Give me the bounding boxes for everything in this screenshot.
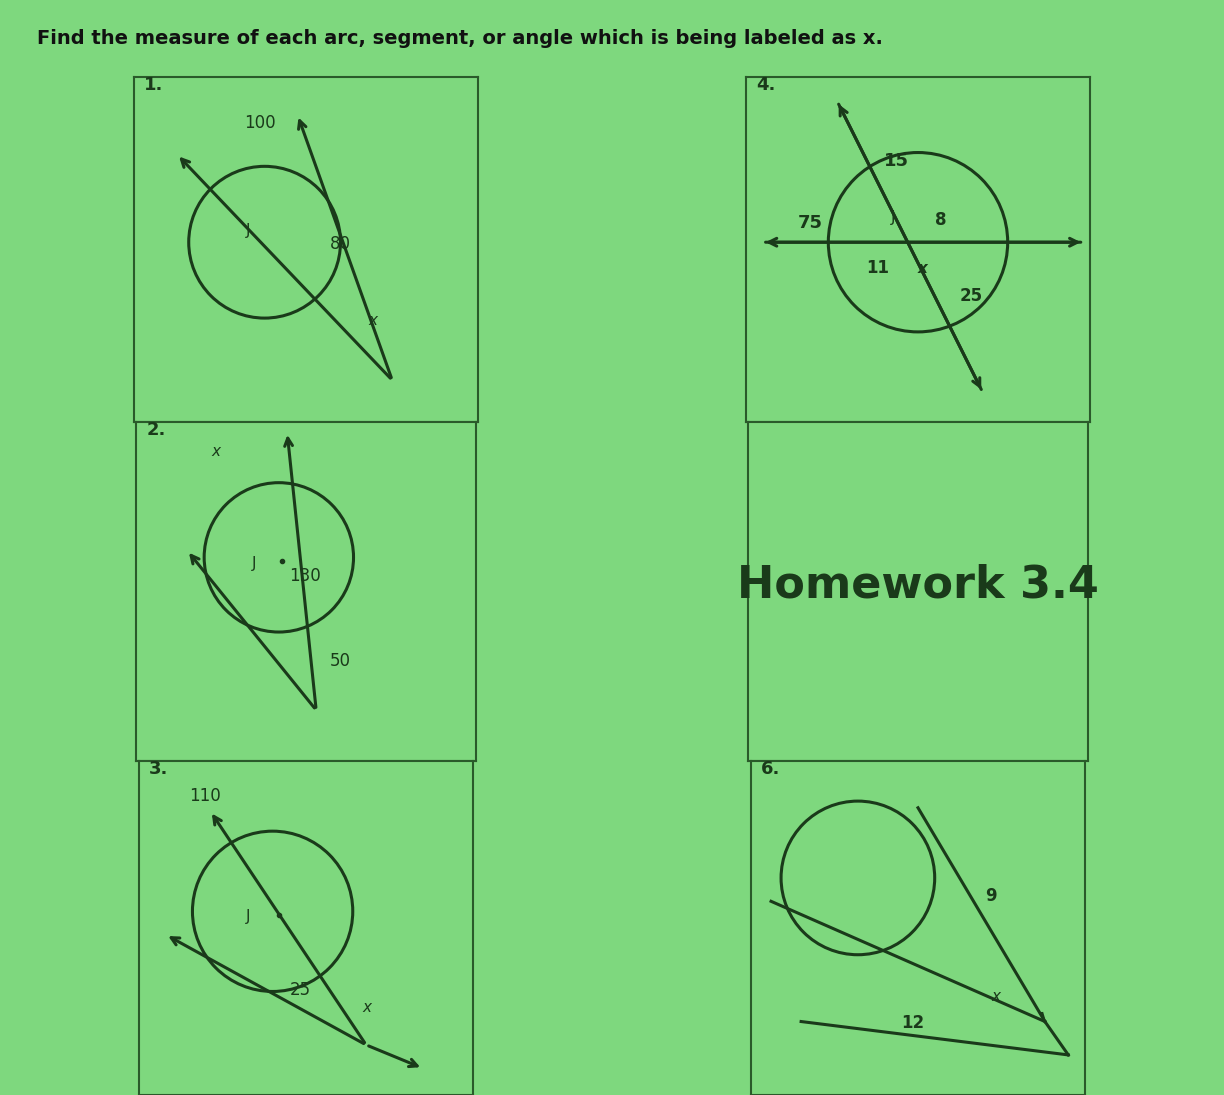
Text: 9: 9 (985, 887, 996, 906)
Text: x: x (211, 443, 220, 459)
Text: 75: 75 (797, 215, 823, 232)
Text: J: J (252, 555, 256, 570)
Text: x: x (918, 262, 928, 276)
Text: 6.: 6. (761, 760, 781, 779)
Text: 25: 25 (960, 287, 983, 304)
Text: J: J (890, 209, 895, 224)
Text: 80: 80 (330, 235, 351, 253)
Text: 2.: 2. (147, 422, 165, 439)
Text: 12: 12 (901, 1014, 924, 1033)
Text: x: x (368, 313, 377, 328)
Text: 130: 130 (289, 567, 321, 585)
Text: 4.: 4. (756, 77, 775, 94)
Text: Homework 3.4: Homework 3.4 (737, 563, 1099, 606)
Text: J: J (246, 223, 250, 239)
Text: 11: 11 (867, 260, 890, 277)
Text: 110: 110 (190, 787, 220, 805)
Text: 15: 15 (884, 152, 908, 171)
Text: 50: 50 (329, 652, 351, 670)
Text: 25: 25 (289, 981, 311, 999)
Text: Find the measure of each arc, segment, or angle which is being labeled as x.: Find the measure of each arc, segment, o… (37, 28, 883, 48)
Text: x: x (991, 990, 1000, 1004)
Text: x: x (362, 1000, 372, 1014)
Text: J: J (246, 909, 251, 924)
Text: 100: 100 (244, 114, 275, 132)
Text: 3.: 3. (149, 760, 169, 779)
Text: 8: 8 (935, 211, 946, 229)
Text: 1.: 1. (144, 77, 163, 94)
